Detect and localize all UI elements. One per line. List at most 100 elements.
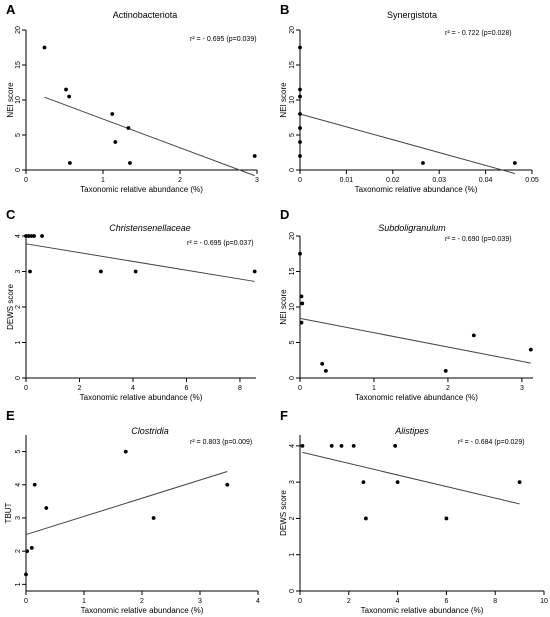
- data-point: [351, 443, 356, 448]
- x-tick-label: 0: [24, 598, 28, 605]
- data-point: [151, 516, 156, 520]
- data-point: [512, 161, 517, 165]
- data-point: [517, 480, 522, 485]
- data-point: [110, 112, 115, 116]
- data-point: [298, 87, 302, 92]
- panel-letter: F: [280, 408, 288, 423]
- panel-title: Subdoligranulum: [378, 223, 446, 233]
- data-point: [298, 154, 302, 158]
- x-tick-label: 2: [446, 385, 450, 392]
- x-axis-label: Taxonomic relative abundance (%): [81, 606, 204, 615]
- y-tick-label: 0: [289, 376, 296, 380]
- panel-letter: E: [6, 408, 15, 423]
- regression-line: [299, 317, 531, 364]
- data-point: [28, 269, 32, 274]
- data-point: [298, 126, 302, 130]
- x-tick-label: 0: [24, 385, 28, 392]
- x-tick-label: 4: [256, 598, 260, 605]
- y-tick-label: 0: [289, 589, 296, 593]
- x-tick-label: 8: [493, 598, 497, 605]
- y-tick-label: 1: [15, 582, 22, 586]
- y-axis-label: DEWS score: [6, 284, 15, 330]
- x-tick-label: 2: [178, 177, 182, 184]
- y-tick-label: 3: [15, 516, 22, 520]
- regression-line: [44, 96, 255, 177]
- data-point: [67, 161, 72, 165]
- panel-title: Christensenellaceae: [109, 223, 191, 233]
- y-tick-label: 5: [15, 450, 22, 454]
- x-tick-label: 0: [298, 385, 302, 392]
- data-point: [126, 126, 131, 130]
- data-point: [421, 161, 425, 165]
- regression-line: [25, 471, 228, 536]
- data-point: [339, 443, 344, 448]
- data-point: [329, 443, 334, 448]
- data-point: [320, 361, 325, 366]
- x-tick-label: 1: [372, 385, 376, 392]
- x-tick-label: 0.04: [479, 177, 493, 184]
- y-tick-label: 5: [289, 133, 296, 137]
- panel-d: 0 1 2 3 0 5 10 15 20 Taxonomic relative abundance…: [279, 207, 533, 402]
- x-tick-label: 0.03: [432, 177, 446, 184]
- data-point: [32, 234, 36, 238]
- data-point: [225, 482, 230, 487]
- data-point: [252, 269, 257, 274]
- correlation-stat: r² = - 0.695 (p=0.039): [190, 36, 257, 43]
- data-point: [443, 369, 448, 373]
- y-axis-label: NEI score: [279, 82, 288, 118]
- data-point: [98, 269, 103, 274]
- y-tick-label: 4: [15, 234, 22, 238]
- regression-line: [302, 451, 520, 505]
- x-tick-label: 0: [298, 177, 302, 184]
- data-point: [32, 482, 37, 487]
- panel-title: Alistipes: [394, 426, 429, 436]
- regression-line: [25, 243, 255, 282]
- data-point: [123, 449, 128, 454]
- y-axis-label: NEI score: [279, 289, 288, 325]
- correlation-stat: r² = - 0.684 (p=0.029): [458, 439, 525, 446]
- data-point: [26, 234, 31, 238]
- y-tick-label: 0: [15, 168, 22, 172]
- x-tick-label: 8: [238, 385, 242, 392]
- y-tick-label: 20: [289, 232, 296, 240]
- x-tick-label: 4: [396, 598, 400, 605]
- panel-letter: D: [280, 207, 289, 222]
- data-point: [25, 549, 30, 554]
- x-tick-label: 4: [131, 385, 135, 392]
- data-point: [444, 516, 449, 521]
- data-point: [42, 45, 47, 50]
- data-point: [298, 94, 302, 99]
- data-point: [113, 140, 118, 144]
- correlation-stat: r² = - 0.695 (p=0.037): [187, 240, 254, 247]
- y-tick-label: 5: [15, 133, 22, 137]
- data-point: [29, 234, 34, 238]
- data-point: [24, 572, 28, 577]
- y-tick-label: 2: [15, 549, 22, 553]
- y-tick-label: 15: [15, 61, 22, 69]
- panel-title: Clostridia: [131, 426, 169, 436]
- y-tick-label: 1: [289, 553, 296, 557]
- panel-title: Actinobacteriota: [113, 10, 178, 20]
- y-tick-label: 1: [15, 340, 22, 344]
- panel-letter: C: [6, 207, 16, 222]
- data-point: [298, 140, 302, 144]
- x-tick-label: 2: [347, 598, 351, 605]
- x-tick-label: 1: [82, 598, 86, 605]
- y-tick-label: 10: [289, 96, 296, 104]
- x-tick-label: 3: [520, 385, 524, 392]
- panel-letter: B: [280, 2, 289, 17]
- y-tick-label: 5: [289, 340, 296, 344]
- data-point: [44, 506, 49, 510]
- regression-line: [299, 113, 515, 174]
- y-tick-label: 15: [289, 61, 296, 69]
- y-tick-label: 10: [289, 303, 296, 311]
- data-point: [299, 294, 304, 299]
- correlation-stat: r² = - 0.722 (p=0.028): [445, 30, 512, 37]
- x-tick-label: 1: [101, 177, 105, 184]
- panel-b: 0 0.01 0.02 0.03 0.04 0.05 0 5 10 15 20 Taxonomic r…: [279, 2, 539, 194]
- data-point: [24, 234, 28, 238]
- data-point: [252, 154, 257, 158]
- y-tick-label: 15: [289, 268, 296, 276]
- x-axis-label: Taxonomic relative abundance (%): [355, 185, 478, 194]
